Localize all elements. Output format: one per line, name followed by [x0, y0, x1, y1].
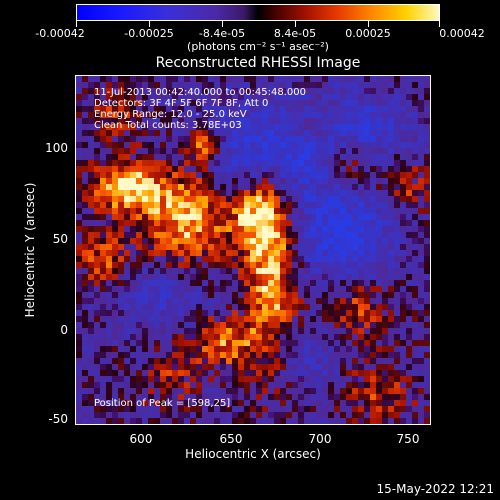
- colorbar-tick: [149, 21, 150, 27]
- info-line: 11-Jul-2013 00:42:40.000 to 00:45:48.000: [94, 87, 306, 98]
- colorbar-tick-label: 0.00042: [439, 27, 485, 40]
- y-axis-title: Heliocentric Y (arcsec): [23, 182, 37, 318]
- colorbar-tick-label: 0.00025: [345, 27, 391, 40]
- x-tick-label: 600: [129, 432, 153, 446]
- info-line: Clean Total counts: 3.78E+03: [94, 120, 242, 131]
- heatmap-image: [76, 76, 430, 424]
- y-tick-label: 50: [52, 232, 68, 246]
- timestamp: 15-May-2022 12:21: [376, 482, 494, 496]
- colorbar-tick: [222, 21, 223, 27]
- y-tick-label: 0: [60, 323, 68, 337]
- x-axis-title: Heliocentric X (arcsec): [185, 447, 321, 461]
- colorbar-tick: [368, 21, 369, 27]
- colorbar-tick-label: -8.4e-05: [198, 27, 246, 40]
- x-tick-label: 700: [308, 432, 332, 446]
- x-tick-label: 650: [219, 432, 243, 446]
- info-line: Energy Range: 12.0 - 25.0 keV: [94, 109, 247, 120]
- y-tick-label: 100: [45, 141, 68, 155]
- colorbar-tick-label: -0.00025: [124, 27, 174, 40]
- colorbar-tick: [295, 21, 296, 27]
- colorbar-tick-label: 8.4e-05: [273, 27, 317, 40]
- colorbar-tick: [76, 21, 77, 27]
- peak-position-label: Position of Peak = [598,25]: [94, 398, 231, 409]
- colorbar-tick: [439, 21, 440, 27]
- x-tick-label: 750: [396, 432, 420, 446]
- plot-title: Reconstructed RHESSI Image: [155, 55, 361, 71]
- y-tick-label: -50: [48, 412, 68, 426]
- colorbar-units: (photons cm⁻² s⁻¹ asec⁻²): [187, 40, 329, 53]
- colorbar: [76, 4, 440, 21]
- colorbar-tick-label: -0.00042: [35, 27, 85, 40]
- image-plot: 11-Jul-2013 00:42:40.000 to 00:45:48.000…: [75, 75, 431, 425]
- info-line: Detectors: 3F 4F 5F 6F 7F 8F, Att 0: [94, 98, 269, 109]
